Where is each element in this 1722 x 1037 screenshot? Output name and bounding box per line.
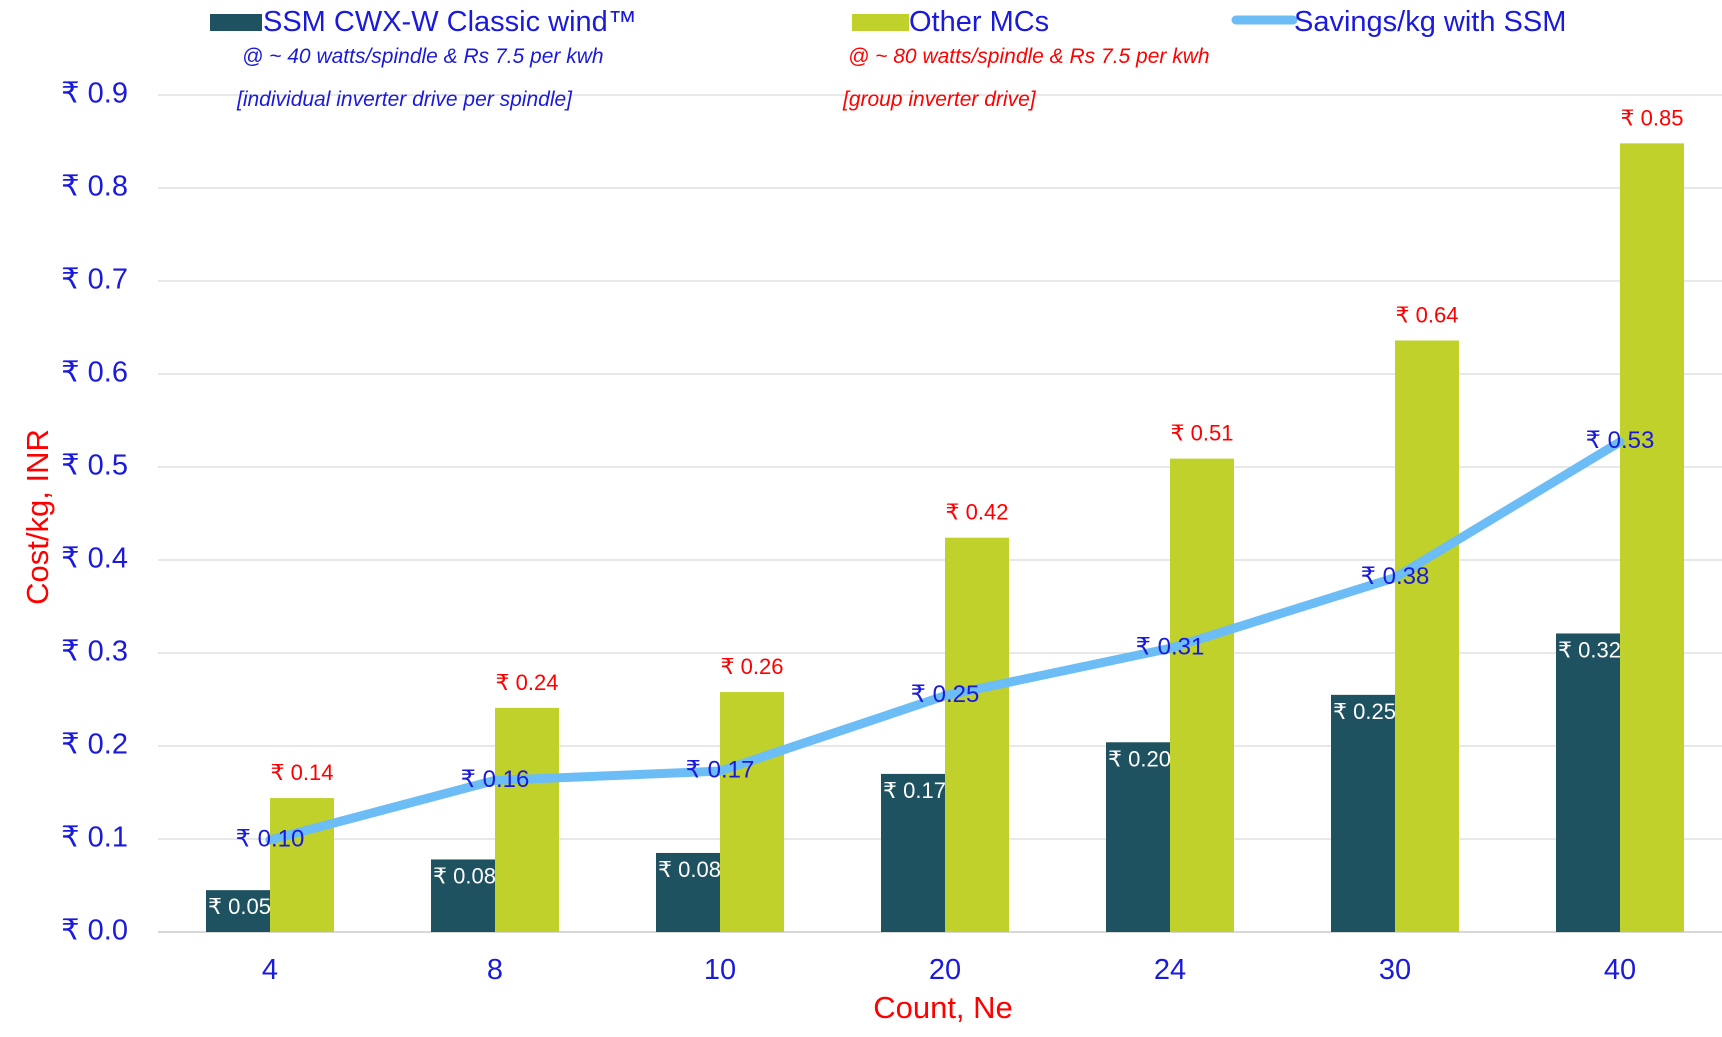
y-tick-label: ₹ 0.1 bbox=[61, 822, 128, 854]
legend-note-ssm-line1: @ ~ 40 watts/spindle & Rs 7.5 per kwh bbox=[242, 45, 604, 68]
bar-ssm-label: ₹ 0.20 bbox=[1108, 746, 1171, 771]
legend-item-ssm: SSM CWX-W Classic wind™ @ ~ 40 watts/spi… bbox=[210, 6, 637, 111]
bar-ssm bbox=[881, 773, 945, 932]
x-tick-label: 30 bbox=[1379, 954, 1411, 986]
legend-swatch-ssm bbox=[210, 14, 262, 31]
y-tick-label: ₹ 0.9 bbox=[61, 78, 128, 110]
bar-other bbox=[495, 707, 559, 932]
bar-ssm bbox=[1106, 742, 1170, 932]
legend-label-ssm: SSM CWX-W Classic wind™ bbox=[263, 6, 637, 38]
legend: SSM CWX-W Classic wind™ @ ~ 40 watts/spi… bbox=[210, 6, 1566, 111]
x-axis-ticks: 4 8 10 20 24 30 40 bbox=[262, 954, 1636, 986]
savings-data-labels: ₹ 0.10 ₹ 0.16 ₹ 0.17 ₹ 0.25 ₹ 0.31 ₹ 0.38 ₹ 0.… bbox=[236, 427, 1655, 852]
bar-other bbox=[270, 798, 334, 932]
bar-other-label: ₹ 0.42 bbox=[946, 500, 1009, 525]
x-tick-label: 4 bbox=[262, 954, 278, 986]
bar-other bbox=[1620, 143, 1684, 933]
bar-ssm-label: ₹ 0.08 bbox=[433, 863, 496, 888]
bars bbox=[206, 143, 1684, 933]
y-axis-ticks: ₹ 0.0 ₹ 0.1 ₹ 0.2 ₹ 0.3 ₹ 0.4 ₹ 0.5 ₹ 0.6 ₹ 0.7… bbox=[61, 78, 128, 947]
bar-ssm bbox=[1331, 694, 1395, 932]
x-tick-label: 24 bbox=[1154, 954, 1186, 986]
x-axis-title: Count, Ne bbox=[873, 990, 1013, 1025]
legend-note-other-line2: [group inverter drive] bbox=[842, 88, 1037, 111]
y-tick-label: ₹ 0.7 bbox=[61, 264, 128, 296]
bar-other-label: ₹ 0.64 bbox=[1396, 303, 1459, 328]
savings-point-label: ₹ 0.25 bbox=[911, 681, 980, 708]
bar-other-label: ₹ 0.14 bbox=[271, 760, 334, 785]
bar-ssm-label: ₹ 0.08 bbox=[658, 857, 721, 882]
bar-ssm bbox=[206, 890, 270, 932]
y-tick-label: ₹ 0.0 bbox=[61, 915, 128, 947]
y-axis-title: Cost/kg, INR bbox=[20, 429, 55, 605]
x-tick-label: 20 bbox=[929, 954, 961, 986]
bar-other bbox=[720, 692, 784, 932]
savings-line-path bbox=[265, 437, 1625, 845]
legend-label-savings: Savings/kg with SSM bbox=[1294, 6, 1566, 38]
bar-other bbox=[1395, 340, 1459, 932]
x-tick-label: 8 bbox=[487, 954, 503, 986]
gridlines bbox=[158, 94, 1722, 933]
savings-point-label: ₹ 0.38 bbox=[1361, 563, 1430, 590]
bar-other-label: ₹ 0.26 bbox=[721, 654, 784, 679]
legend-note-ssm-line2: [individual inverter drive per spindle] bbox=[236, 88, 573, 111]
bar-ssm-label: ₹ 0.32 bbox=[1558, 637, 1621, 662]
bar-ssm-label: ₹ 0.05 bbox=[208, 894, 271, 919]
bar-other-label: ₹ 0.24 bbox=[496, 670, 559, 695]
legend-item-savings: Savings/kg with SSM bbox=[1231, 6, 1566, 38]
savings-point-label: ₹ 0.53 bbox=[1586, 427, 1655, 454]
x-tick-label: 10 bbox=[704, 954, 736, 986]
bar-ssm bbox=[656, 852, 720, 932]
bar-ssm-label: ₹ 0.25 bbox=[1333, 699, 1396, 724]
bar-other bbox=[1170, 458, 1234, 932]
bar-other-label: ₹ 0.51 bbox=[1171, 421, 1234, 446]
y-tick-label: ₹ 0.6 bbox=[61, 357, 128, 389]
legend-label-other: Other MCs bbox=[909, 6, 1049, 38]
y-tick-label: ₹ 0.4 bbox=[61, 543, 128, 575]
bar-ssm bbox=[1556, 633, 1620, 932]
legend-note-other-line1: @ ~ 80 watts/spindle & Rs 7.5 per kwh bbox=[848, 45, 1210, 68]
bar-other-label: ₹ 0.85 bbox=[1621, 105, 1684, 130]
savings-line bbox=[265, 437, 1625, 845]
savings-point-label: ₹ 0.31 bbox=[1136, 634, 1205, 661]
savings-point-label: ₹ 0.16 bbox=[461, 766, 530, 793]
legend-swatch-other bbox=[852, 14, 909, 31]
bar-other bbox=[945, 537, 1009, 932]
savings-point-label: ₹ 0.17 bbox=[686, 756, 755, 783]
y-tick-label: ₹ 0.2 bbox=[61, 729, 128, 761]
y-tick-label: ₹ 0.8 bbox=[61, 171, 128, 203]
bar-ssm bbox=[431, 859, 495, 932]
savings-point-label: ₹ 0.10 bbox=[236, 825, 305, 852]
y-tick-label: ₹ 0.3 bbox=[61, 636, 128, 668]
bar-ssm-label: ₹ 0.17 bbox=[883, 778, 946, 803]
y-tick-label: ₹ 0.5 bbox=[61, 450, 128, 482]
bar-data-labels: ₹ 0.05₹ 0.14₹ 0.08₹ 0.24₹ 0.08₹ 0.26₹ 0.… bbox=[208, 105, 1683, 919]
legend-item-other: Other MCs @ ~ 80 watts/spindle & Rs 7.5 … bbox=[842, 6, 1210, 111]
x-tick-label: 40 bbox=[1604, 954, 1636, 986]
